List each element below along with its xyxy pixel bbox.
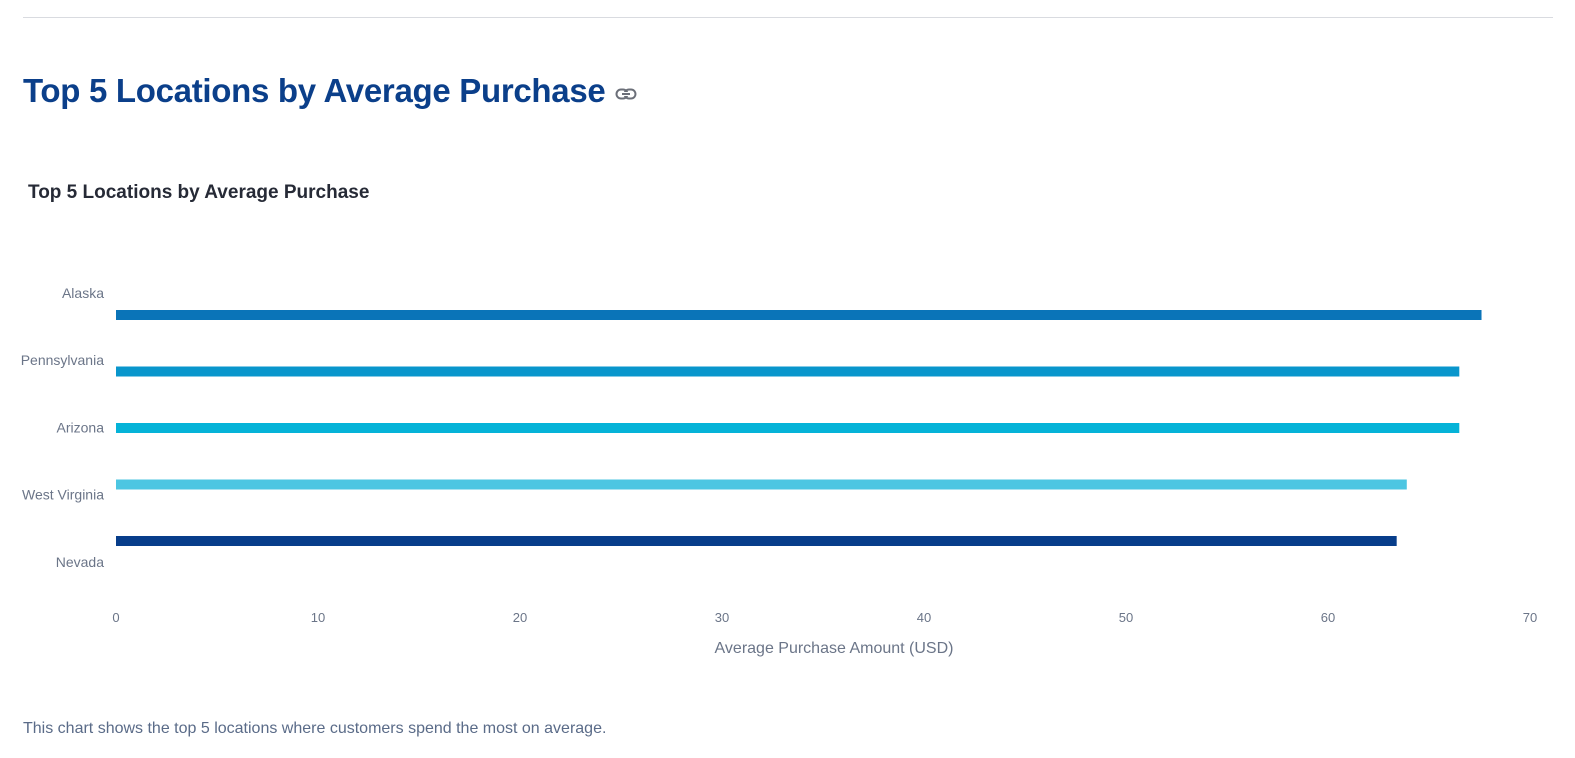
bar-west-virginia: [116, 479, 1407, 490]
y-label-alaska: Alaska: [62, 285, 104, 301]
x-tick-40: 40: [917, 610, 931, 625]
x-tick-0: 0: [112, 610, 119, 625]
x-tick-50: 50: [1119, 610, 1133, 625]
bar-nevada: [116, 536, 1397, 546]
page-title: Top 5 Locations by Average Purchase: [23, 72, 606, 109]
bar-pennsylvania: [116, 366, 1460, 377]
bars-layer: [116, 310, 1482, 546]
x-tick-30: 30: [715, 610, 729, 625]
bar-alaska: [116, 310, 1482, 320]
x-tick-20: 20: [513, 610, 527, 625]
x-tick-70: 70: [1523, 610, 1537, 625]
section-header: Top 5 Locations by Average Purchase: [23, 72, 637, 110]
top-divider: [23, 17, 1553, 18]
x-tick-60: 60: [1321, 610, 1335, 625]
link-icon-glyph: [615, 88, 637, 100]
y-label-arizona: Arizona: [57, 419, 105, 435]
chart-title: Top 5 Locations by Average Purchase: [28, 182, 369, 203]
x-axis-ticks: 0 10 20 30 40 50 60 70: [112, 610, 1537, 625]
x-axis-title: Average Purchase Amount (USD): [715, 640, 954, 657]
bar-chart: Top 5 Locations by Average Purchase Alas…: [21, 182, 1538, 657]
y-axis-labels: Alaska Pennsylvania Arizona West Virginia Ne…: [21, 285, 104, 570]
chart-caption: This chart shows the top 5 locations whe…: [23, 720, 607, 737]
link-icon[interactable]: [615, 83, 637, 105]
x-tick-10: 10: [311, 610, 325, 625]
bar-arizona: [116, 423, 1460, 433]
y-label-nevada: Nevada: [56, 554, 104, 570]
y-label-west-virginia: West Virginia: [22, 487, 104, 503]
y-label-pennsylvania: Pennsylvania: [21, 352, 104, 368]
